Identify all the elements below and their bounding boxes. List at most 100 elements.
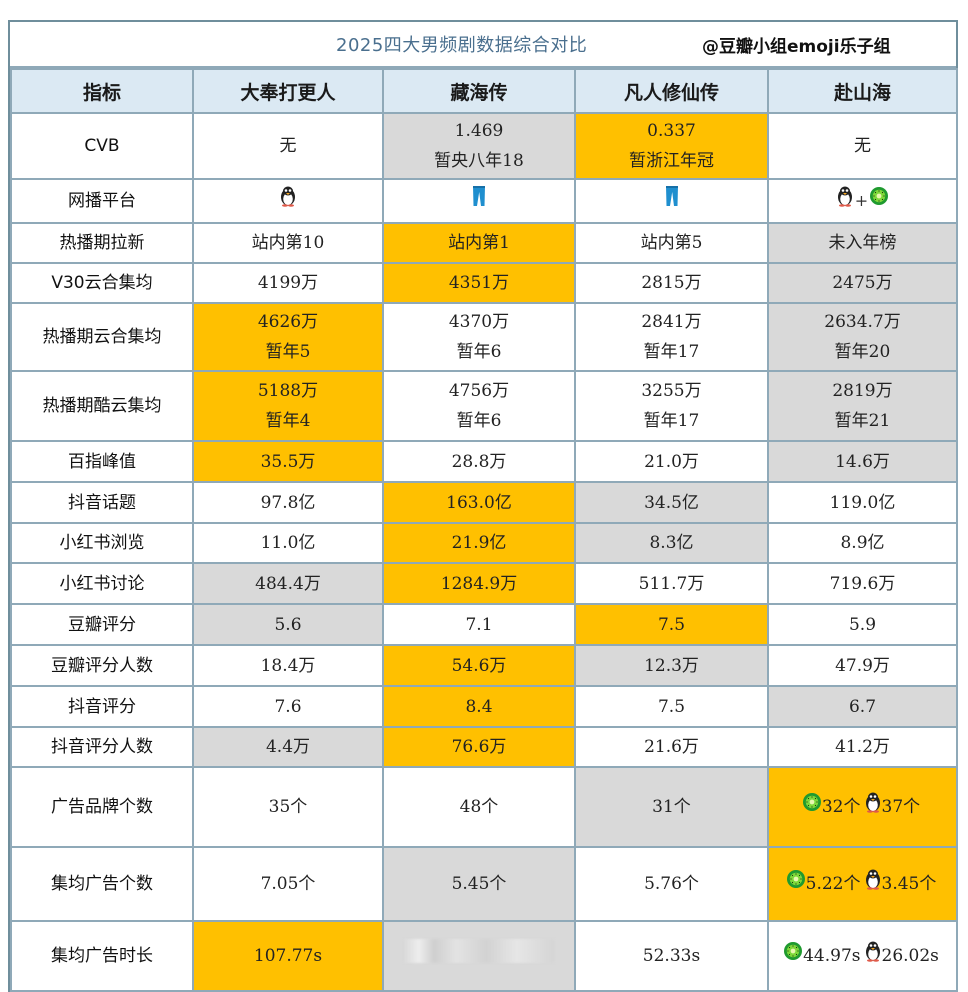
metric-label: 抖音评分 (10, 685, 194, 728)
value-cell: 52.33s (574, 920, 769, 992)
value-cell: 54.6万 (382, 644, 576, 687)
value-cell: 21.9亿 (382, 522, 576, 564)
table-row: 集均广告个数 7.05个 5.45个 5.76个 5.22个 3.45个 (10, 846, 958, 922)
value-cell: 5188万 暂年4 (192, 370, 384, 442)
value-cell: 8.3亿 (574, 522, 769, 564)
title-row: 2025四大男频剧数据综合对比 @豆瓣小组emoji乐子组 (10, 22, 956, 68)
primary-value: 21.6万 (644, 737, 699, 757)
value-cell: 5.76个 (574, 846, 769, 922)
value-cell: 28.8万 (382, 440, 576, 483)
table-row: V30云合集均 4199万 4351万 2815万 2475万 (10, 262, 958, 304)
value-cell (382, 178, 576, 224)
primary-value: 2841万 (641, 312, 702, 332)
metric-label: 热播期拉新 (10, 222, 194, 264)
value-cell: 1.469 暂央八年18 (382, 112, 576, 180)
rank-note: 暂年6 (456, 342, 502, 362)
rank-note: 暂年4 (265, 411, 311, 431)
primary-value: 484.4万 (255, 573, 321, 594)
rank-note: 暂浙江年冠 (629, 151, 714, 171)
value-cell: 4756万 暂年6 (382, 370, 576, 442)
value-cell: 无 (767, 112, 958, 180)
value-cell (382, 920, 576, 992)
primary-value: 11.0亿 (260, 533, 316, 553)
metric-label: 小红书浏览 (10, 522, 194, 564)
metric-label: 豆瓣评分 (10, 603, 194, 646)
primary-value: 5.9 (848, 614, 877, 635)
table-row: 抖音评分人数 4.4万 76.6万 21.6万 41.2万 (10, 726, 958, 768)
value-cell: 7.05个 (192, 846, 384, 922)
value-cell: 41.2万 (767, 726, 958, 768)
primary-value: 站内第1 (448, 233, 510, 253)
table-row: 集均广告时长 107.77s 52.33s 44.97s 26.02s (10, 920, 958, 992)
kiwi-icon (802, 792, 822, 822)
metric-label: 热播期云合集均 (10, 302, 194, 372)
primary-value: 41.2万 (835, 737, 890, 757)
author-credit: @豆瓣小组emoji乐子组 (702, 37, 891, 57)
platform-value: 3.45个 (881, 874, 937, 894)
penguin-icon (864, 868, 882, 900)
primary-value: 8.9亿 (840, 533, 885, 553)
metric-label: 抖音评分人数 (10, 726, 194, 768)
primary-value: 54.6万 (451, 655, 507, 676)
value-cell: 511.7万 (574, 562, 769, 605)
primary-value: 1284.9万 (440, 573, 518, 594)
table-row: 小红书浏览 11.0亿 21.9亿 8.3亿 8.9亿 (10, 522, 958, 564)
value-cell: 7.5 (574, 685, 769, 728)
primary-value: 6.7 (848, 696, 877, 717)
kiwi-icon (869, 186, 889, 216)
metric-label: 豆瓣评分人数 (10, 644, 194, 687)
primary-value: 4.4万 (265, 737, 311, 757)
value-cell: 2475万 (767, 262, 958, 304)
platform-value: 5.22个 (805, 874, 861, 894)
primary-value: 7.05个 (260, 874, 316, 894)
value-cell: 4626万暂年5 (192, 302, 384, 372)
value-cell: 11.0亿 (192, 522, 384, 564)
header-metric: 指标 (10, 68, 194, 114)
value-cell: 站内第1 (382, 222, 576, 264)
metric-label: 热播期酷云集均 (10, 370, 194, 442)
value-cell: 97.8亿 (192, 481, 384, 524)
primary-value: 5.6 (274, 614, 302, 635)
header-show-2: 藏海传 (382, 68, 576, 114)
primary-value: 无 (279, 136, 297, 156)
header-show-4: 赴山海 (767, 68, 958, 114)
rank-note: 暂年5 (265, 342, 311, 362)
primary-value: 未入年榜 (828, 233, 897, 253)
primary-value: 无 (854, 136, 871, 156)
primary-value: 47.9万 (835, 655, 890, 676)
primary-value: 4351万 (448, 273, 510, 293)
table-row: 百指峰值 35.5万 28.8万 21.0万 14.6万 (10, 440, 958, 483)
primary-value: 28.8万 (451, 451, 507, 472)
primary-value: 511.7万 (638, 573, 705, 594)
value-cell: 18.4万 (192, 644, 384, 687)
value-cell: 8.4 (382, 685, 576, 728)
value-cell: 7.1 (382, 603, 576, 646)
primary-value: 7.5 (657, 614, 686, 635)
metric-label: 百指峰值 (10, 440, 194, 483)
primary-value: 97.8亿 (260, 492, 316, 513)
metric-label: 小红书讨论 (10, 562, 194, 605)
value-cell: 35个 (192, 766, 384, 848)
metric-label: 集均广告个数 (10, 846, 194, 922)
primary-value: 12.3万 (644, 655, 699, 676)
value-cell: 2819万 暂年21 (767, 370, 958, 442)
value-cell: 163.0亿 (382, 481, 576, 524)
metric-label: 网播平台 (10, 178, 194, 224)
metric-label: 抖音话题 (10, 481, 194, 524)
metric-label: CVB (10, 112, 194, 180)
comparison-table: 指标 大奉打更人 藏海传 凡人修仙传 赴山海 CVB 无 1.469 暂央八年18 0.… (10, 68, 958, 992)
table-row: 豆瓣评分 5.6 7.1 7.5 5.9 (10, 603, 958, 646)
primary-value: 2634.7万 (824, 312, 901, 332)
table-row: 热播期酷云集均 5188万 暂年4 4756万 暂年6 3255万 暂年17 2819万 暂年2… (10, 370, 958, 442)
value-cell: 5.45个 (382, 846, 576, 922)
table-row: 网播平台 + (10, 178, 958, 224)
primary-value: 76.6万 (451, 737, 507, 757)
primary-value: 107.77s (253, 946, 323, 966)
primary-value: 7.5 (657, 696, 686, 717)
primary-value: 5.45个 (451, 874, 507, 894)
value-cell: 34.5亿 (574, 481, 769, 524)
primary-value: 4626万 (257, 312, 319, 332)
primary-value: 5.76个 (644, 874, 699, 894)
value-cell: 21.6万 (574, 726, 769, 768)
page-title: 2025四大男频剧数据综合对比 (336, 35, 588, 56)
